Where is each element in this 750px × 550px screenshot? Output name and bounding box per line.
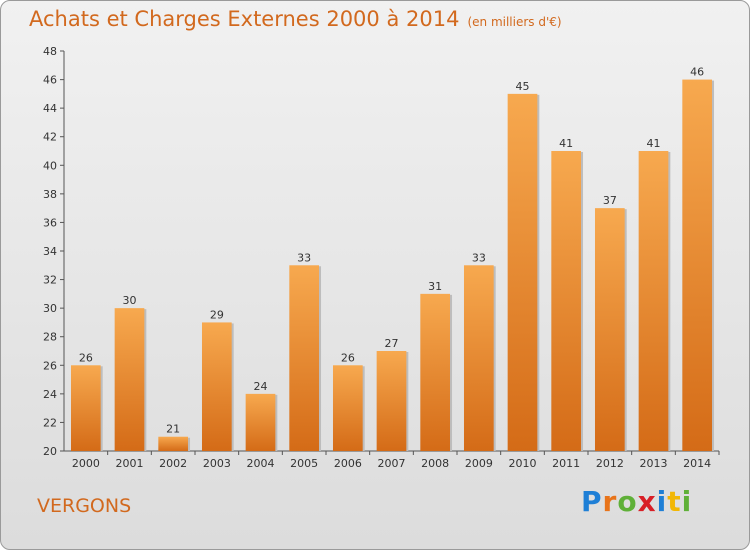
logo-letter: r — [602, 485, 618, 518]
logo-letter: o — [617, 485, 638, 518]
bar-2010 — [507, 93, 538, 451]
y-tick-label: 44 — [43, 102, 57, 115]
data-label: 26 — [341, 351, 355, 364]
data-label: 26 — [79, 351, 93, 364]
data-label: 24 — [254, 380, 268, 393]
data-label: 41 — [559, 137, 573, 150]
data-label: 31 — [428, 280, 442, 293]
bar-2007 — [376, 351, 407, 451]
x-tick-label: 2001 — [116, 457, 144, 470]
logo-letter: t — [667, 485, 682, 518]
logo-letter: P — [581, 485, 603, 518]
y-tick-label: 46 — [43, 74, 57, 87]
x-tick-label: 2004 — [247, 457, 275, 470]
x-tick-label: 2014 — [683, 457, 711, 470]
y-tick-label: 38 — [43, 188, 57, 201]
y-tick-label: 34 — [43, 245, 57, 258]
bar-2008 — [420, 293, 451, 451]
y-tick-label: 28 — [43, 331, 57, 344]
y-tick-label: 26 — [43, 359, 57, 372]
logo-letter: x — [637, 485, 657, 518]
data-label: 30 — [123, 294, 137, 307]
data-label: 45 — [516, 80, 530, 93]
y-tick-label: 30 — [43, 302, 57, 315]
chart-title-text: Achats et Charges Externes 2000 à 2014 — [29, 7, 460, 31]
y-tick-label: 24 — [43, 388, 57, 401]
bar-2011 — [551, 151, 582, 451]
logo-letter: i — [681, 485, 693, 518]
x-tick-label: 2009 — [465, 457, 493, 470]
bar-2004 — [245, 393, 276, 451]
y-tick-label: 40 — [43, 159, 57, 172]
bar-2006 — [332, 365, 363, 451]
axes: 20 22 24 26 28 30 32 34 36 38 40 42 44 46 48 2000 2001 20… — [43, 45, 720, 470]
y-tick-label: 36 — [43, 216, 57, 229]
proxiti-logo[interactable]: Proxiti — [581, 485, 692, 518]
chart-title: Achats et Charges Externes 2000 à 2014 (e… — [29, 7, 562, 31]
x-tick-label: 2006 — [334, 457, 362, 470]
bar-2003 — [201, 322, 232, 451]
data-label: 27 — [385, 337, 399, 350]
data-label: 33 — [472, 251, 486, 264]
x-tick-label: 2003 — [203, 457, 231, 470]
y-tick-label: 32 — [43, 274, 57, 287]
x-tick-label: 2000 — [72, 457, 100, 470]
bar-2013 — [638, 151, 669, 451]
data-label: 33 — [297, 251, 311, 264]
x-tick-label: 2008 — [421, 457, 449, 470]
x-tick-label: 2011 — [552, 457, 580, 470]
y-tick-label: 42 — [43, 131, 57, 144]
bar-2014 — [682, 79, 713, 452]
y-tick-label: 20 — [43, 445, 57, 458]
data-labels: 26 30 21 29 24 33 26 27 31 33 45 41 37 41 46 — [79, 66, 704, 436]
x-tick-label: 2007 — [378, 457, 406, 470]
x-tick-label: 2002 — [159, 457, 187, 470]
data-label: 29 — [210, 308, 224, 321]
logo-letter: i — [656, 485, 668, 518]
data-label: 37 — [603, 194, 617, 207]
bars — [70, 79, 715, 452]
bar-2012 — [594, 208, 625, 451]
location-name: VERGONS — [37, 495, 132, 517]
x-tick-label: 2013 — [640, 457, 668, 470]
y-tick-label: 22 — [43, 416, 57, 429]
data-label: 41 — [647, 137, 661, 150]
data-label: 21 — [166, 423, 180, 436]
x-tick-label: 2012 — [596, 457, 624, 470]
bar-2009 — [463, 265, 494, 451]
chart-unit: (en milliers d'€) — [467, 15, 562, 29]
data-label: 46 — [690, 66, 704, 79]
x-tick-label: 2005 — [290, 457, 318, 470]
bar-2002 — [158, 436, 189, 451]
bar-2000 — [70, 365, 101, 451]
bar-2005 — [289, 265, 320, 451]
bar-2001 — [114, 308, 145, 451]
x-tick-label: 2010 — [509, 457, 537, 470]
y-tick-label: 48 — [43, 45, 57, 58]
